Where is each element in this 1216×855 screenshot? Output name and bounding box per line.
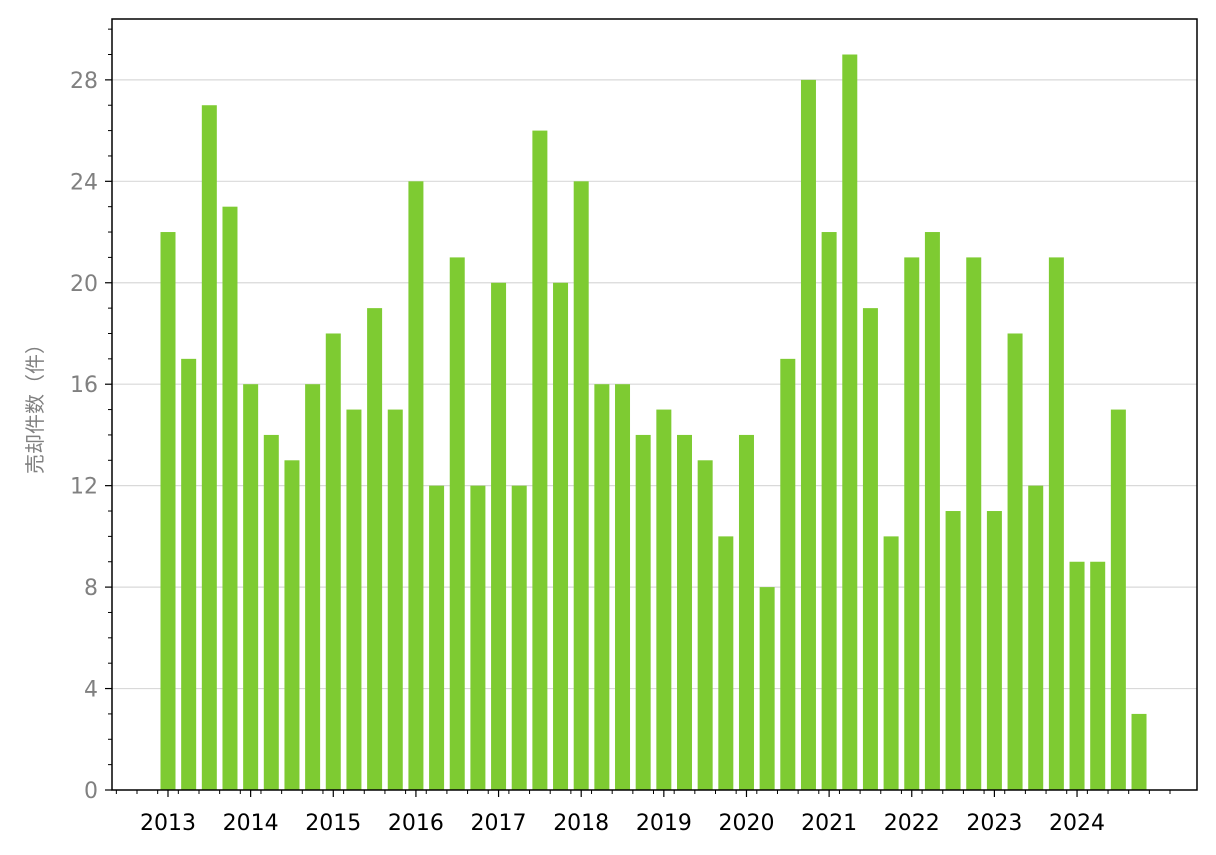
x-tick-label: 2014 [223,811,279,836]
bar-2019Q4 [718,536,734,790]
bar-2015Q3 [367,308,383,790]
bar-2022Q2 [924,232,940,790]
bar-2020Q1 [738,434,754,790]
bar-2013Q2 [181,358,197,790]
y-tick-label: 8 [84,576,98,601]
y-tick-label: 24 [70,170,98,195]
bar-2020Q3 [780,358,796,790]
bar-2023Q4 [1048,257,1064,790]
x-tick-label: 2015 [305,811,361,836]
bar-2024Q3 [1110,409,1126,790]
bar-2015Q4 [387,409,403,790]
bar-2014Q3 [284,460,300,790]
bar-2015Q2 [346,409,362,790]
bar-2021Q2 [842,54,858,790]
y-axis-title: 売却件数（件） [23,334,47,474]
bar-2021Q3 [862,308,878,790]
bar-2021Q1 [821,232,837,790]
bar-2013Q3 [201,105,217,790]
bar-2022Q4 [966,257,982,790]
x-tick-label: 2016 [388,811,444,836]
bar-2020Q4 [800,79,816,791]
y-tick-label: 4 [84,678,98,703]
bar-2017Q2 [511,485,527,790]
bar-2013Q1 [160,232,176,790]
bar-2023Q1 [986,511,1002,790]
plot-frame [111,18,1198,791]
bar-2019Q3 [697,460,713,790]
bar-2024Q1 [1069,561,1085,790]
bar-2018Q2 [594,384,610,790]
bar-2014Q1 [243,384,259,790]
x-tick-label: 2021 [801,811,857,836]
bar-2024Q2 [1090,561,1106,790]
x-tick-label: 2018 [553,811,609,836]
y-axis-ticks: 0 4 8 12 16 20 24 28 [70,28,112,804]
y-tick-label: 16 [70,373,98,398]
bar-2016Q3 [449,257,465,790]
bar-2018Q4 [635,434,651,790]
bar-2014Q4 [305,384,321,790]
bar-2014Q2 [263,434,279,790]
bar-2020Q2 [759,587,775,790]
bar-2023Q3 [1028,485,1044,790]
bar-2016Q4 [470,485,486,790]
y-tick-label: 28 [70,69,98,94]
x-tick-label: 2013 [140,811,196,836]
x-tick-label: 2022 [884,811,940,836]
x-tick-label: 2024 [1049,811,1105,836]
bar-2016Q1 [408,181,424,790]
y-tick-label: 20 [70,272,98,297]
bar-2022Q3 [945,511,961,790]
y-tick-label: 0 [84,779,98,804]
bar-2018Q1 [573,181,589,790]
bar-2017Q3 [532,130,548,790]
x-axis-ticks: 2013 2014 2015 2016 2017 2018 2019 2020 2021 2022… [115,790,1171,836]
bar-2015Q1 [325,333,341,790]
bar-2019Q1 [656,409,672,790]
y-tick-label: 12 [70,475,98,500]
bar-2018Q3 [615,384,631,790]
x-tick-label: 2023 [966,811,1022,836]
bar-2013Q4 [222,206,238,791]
x-tick-label: 2017 [471,811,527,836]
x-tick-label: 2019 [636,811,692,836]
bars [160,54,1147,791]
bar-2024Q4 [1131,713,1147,790]
x-tick-label: 2020 [718,811,774,836]
bar-2021Q4 [883,536,899,790]
bar-2017Q4 [553,282,569,790]
bar-2022Q1 [904,257,920,790]
bar-2023Q2 [1007,333,1023,790]
bar-2017Q1 [491,282,507,790]
bar-2019Q2 [677,434,692,790]
bar-2016Q2 [429,485,445,790]
